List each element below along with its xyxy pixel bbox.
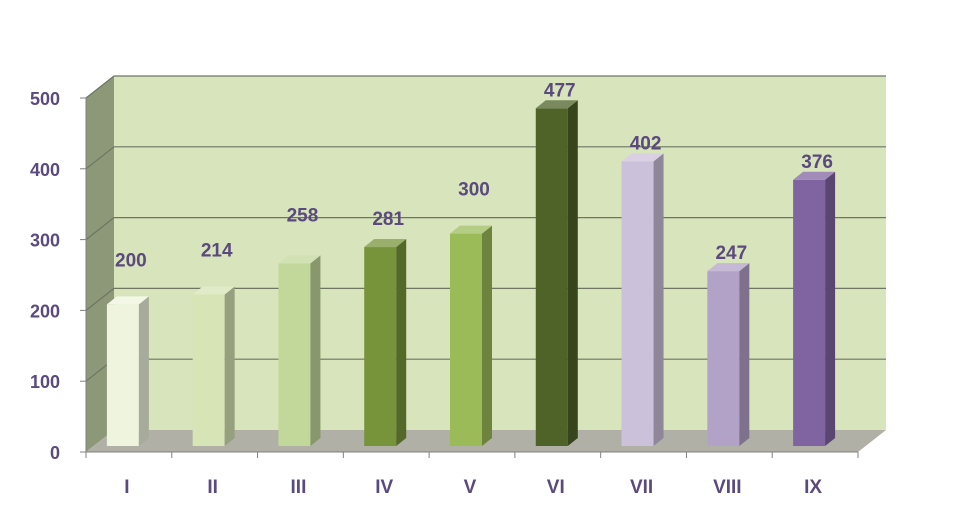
bar-side — [825, 171, 836, 447]
x-tick-label: IV — [375, 477, 393, 498]
bar-front — [793, 179, 826, 447]
data-label: 376 — [801, 152, 833, 173]
bar-IX — [793, 171, 836, 447]
data-label: 247 — [715, 243, 747, 264]
bar-top — [793, 171, 836, 180]
bar-top — [192, 286, 235, 295]
y-tick-label: 300 — [30, 231, 60, 251]
bar-side — [482, 225, 492, 446]
bar-top — [450, 225, 492, 234]
bar-III — [278, 255, 321, 446]
data-labels: 200 214 258 281 300 477 402 247 376 — [115, 80, 833, 271]
y-tick-label: 100 — [30, 372, 60, 392]
bar-front — [106, 304, 139, 446]
bar-front — [621, 161, 654, 446]
bar-top — [621, 153, 664, 162]
bar-side — [739, 263, 750, 446]
bar-top — [707, 263, 750, 272]
bar-front — [364, 247, 397, 446]
x-tick-label: VII — [630, 477, 653, 498]
x-tick-label: II — [207, 477, 218, 498]
y-tick-label: 400 — [30, 160, 60, 180]
bar-front — [278, 263, 311, 446]
bar-side — [653, 153, 664, 446]
bars — [106, 100, 836, 447]
bar-VIII — [707, 263, 750, 446]
bar-VII — [621, 153, 664, 446]
bar-VI — [535, 100, 578, 446]
y-tick-label: 0 — [50, 443, 60, 463]
y-tick-label: 200 — [30, 301, 60, 321]
data-label: 477 — [544, 80, 576, 101]
bar-II — [192, 286, 235, 446]
bar-side — [396, 239, 407, 446]
bar-side — [567, 100, 578, 446]
bar-side — [138, 296, 149, 446]
gridline-side — [85, 146, 115, 170]
x-tick-label: VIII — [713, 477, 742, 498]
bar-side — [310, 255, 321, 446]
bar-top — [106, 296, 149, 305]
data-label: 200 — [115, 250, 147, 271]
data-label: 402 — [630, 133, 662, 154]
bar-top — [364, 239, 407, 248]
gridline-side — [85, 217, 115, 241]
bar-front — [192, 294, 225, 446]
bar-V — [450, 225, 492, 446]
x-tick-label: III — [291, 477, 307, 498]
x-tick-label: I — [124, 477, 129, 498]
bar-front — [707, 271, 740, 446]
bar-front — [450, 233, 482, 446]
bar-side — [224, 286, 235, 446]
bar-front — [535, 108, 568, 446]
x-tick-label: IX — [804, 477, 822, 498]
bar-top — [535, 100, 578, 109]
gridlines — [80, 75, 886, 453]
x-axis-ticks: I II III IV V VI VII VIII IX — [85, 452, 859, 498]
gridline-side — [85, 287, 115, 311]
data-label: 281 — [372, 209, 404, 230]
y-axis-ticks: 0 100 200 300 400 500 — [30, 89, 60, 463]
x-tick-label: V — [464, 477, 477, 498]
bar-top — [278, 255, 321, 264]
gridline-side — [85, 75, 115, 99]
data-label: 214 — [201, 240, 233, 261]
y-tick-label: 500 — [30, 89, 60, 109]
bar-I — [106, 296, 149, 446]
x-tick-label: VI — [547, 477, 565, 498]
data-label: 258 — [287, 205, 319, 226]
data-label: 300 — [458, 180, 490, 201]
bar-IV — [364, 239, 407, 446]
